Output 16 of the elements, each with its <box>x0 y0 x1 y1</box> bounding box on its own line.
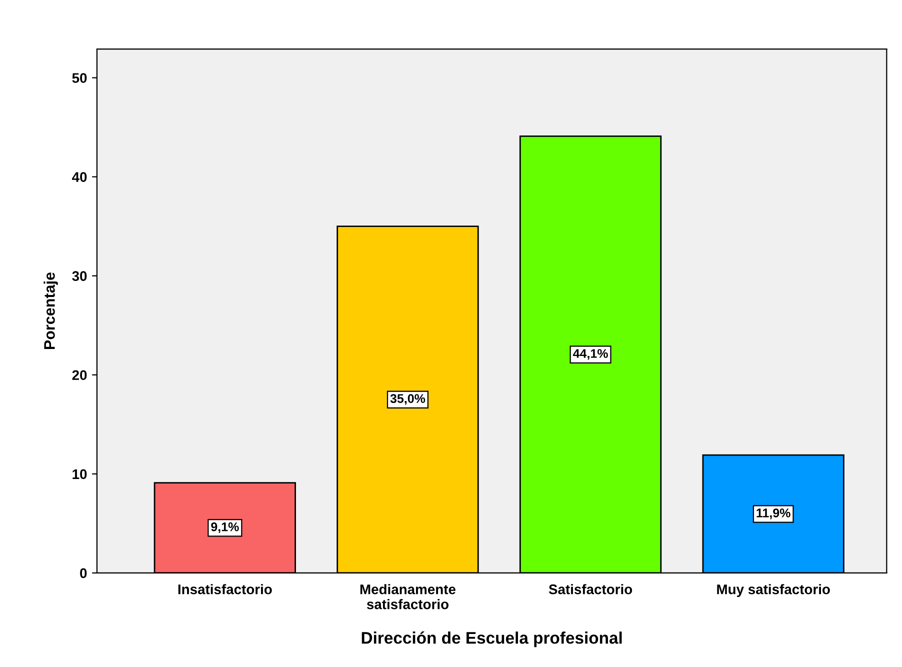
y-tick-label: 40 <box>72 172 87 182</box>
y-tick-label: 0 <box>80 568 87 578</box>
x-tick-label: Medianamente satisfactorio <box>360 584 456 610</box>
x-tick-label: Muy satisfactorio <box>717 584 830 598</box>
y-tick-label: 10 <box>72 469 87 480</box>
x-tick-label: Satisfactorio <box>548 584 632 594</box>
x-tick-label: Insatisfactorio <box>178 584 272 594</box>
data-label: 44,1% <box>572 349 608 360</box>
y-tick-label: 20 <box>72 370 87 380</box>
data-label: 11,9% <box>756 508 790 520</box>
data-label: 35,0% <box>390 394 426 405</box>
x-axis-title: Dirección de Escuela profesional <box>362 631 622 648</box>
y-tick-label: 50 <box>72 73 87 83</box>
data-label: 9,1% <box>211 522 239 534</box>
y-axis-title: Porcentaje <box>44 272 58 350</box>
y-tick-label: 30 <box>72 271 87 282</box>
